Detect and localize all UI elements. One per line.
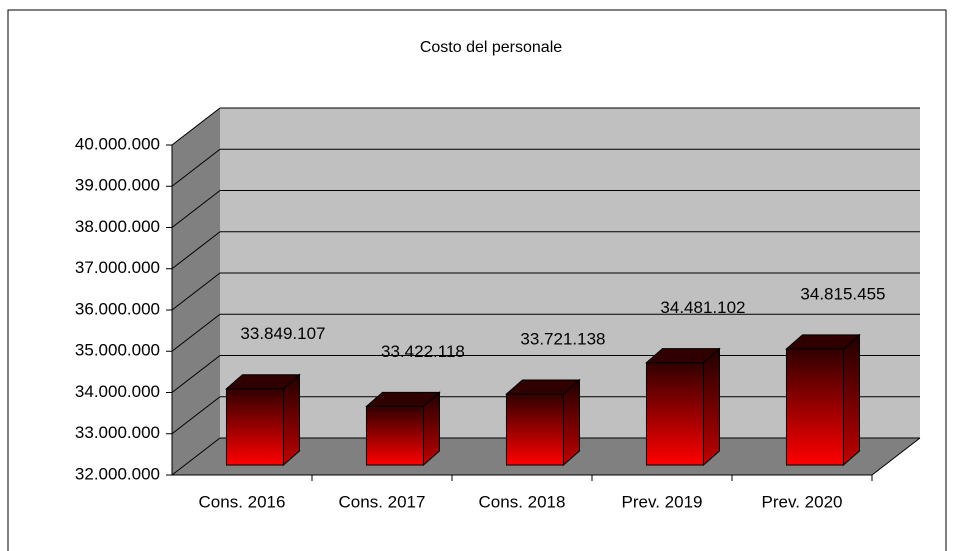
grid-line <box>171 107 221 146</box>
x-tick-label: Prev. 2020 <box>762 492 843 511</box>
chart-border <box>7 9 947 551</box>
grid-line <box>171 313 221 352</box>
value-label: 34.481.102 <box>660 298 745 317</box>
bar <box>785 348 844 466</box>
grid-line <box>171 396 221 435</box>
bar <box>225 388 284 466</box>
y-tick-label: 40.000.000 <box>75 134 160 153</box>
x-tick-label: Prev. 2019 <box>622 492 703 511</box>
grid-line <box>171 272 221 311</box>
y-tick-label: 35.000.000 <box>75 341 160 360</box>
value-label: 33.849.107 <box>240 324 325 343</box>
floor-edge <box>871 437 921 476</box>
grid-line <box>171 355 221 393</box>
grid-line <box>171 231 221 270</box>
chart-title: Costo del personale <box>420 39 562 56</box>
grid-line <box>171 148 221 187</box>
value-label: 34.815.455 <box>800 284 885 303</box>
grid-line <box>171 437 221 476</box>
bar-side <box>282 373 300 467</box>
grid-line <box>171 190 221 228</box>
bar <box>645 362 704 466</box>
y-tick-label: 39.000.000 <box>75 176 160 195</box>
bar-side <box>842 333 860 467</box>
x-tick-label: Cons. 2017 <box>339 492 426 511</box>
value-label: 33.721.138 <box>520 329 605 348</box>
value-label: 33.422.118 <box>381 342 465 361</box>
x-tick-label: Cons. 2018 <box>479 492 566 511</box>
y-tick-label: 37.000.000 <box>75 258 160 277</box>
x-tick-label: Cons. 2016 <box>199 492 286 511</box>
bar-side <box>702 347 720 467</box>
bar-side <box>562 378 580 467</box>
bar <box>505 393 564 466</box>
y-tick-label: 38.000.000 <box>75 217 160 236</box>
y-tick-label: 34.000.000 <box>75 382 160 401</box>
bar <box>365 405 424 466</box>
y-tick-label: 36.000.000 <box>75 299 160 318</box>
y-tick-label: 33.000.000 <box>75 423 160 442</box>
y-tick-label: 32.000.000 <box>75 464 160 483</box>
